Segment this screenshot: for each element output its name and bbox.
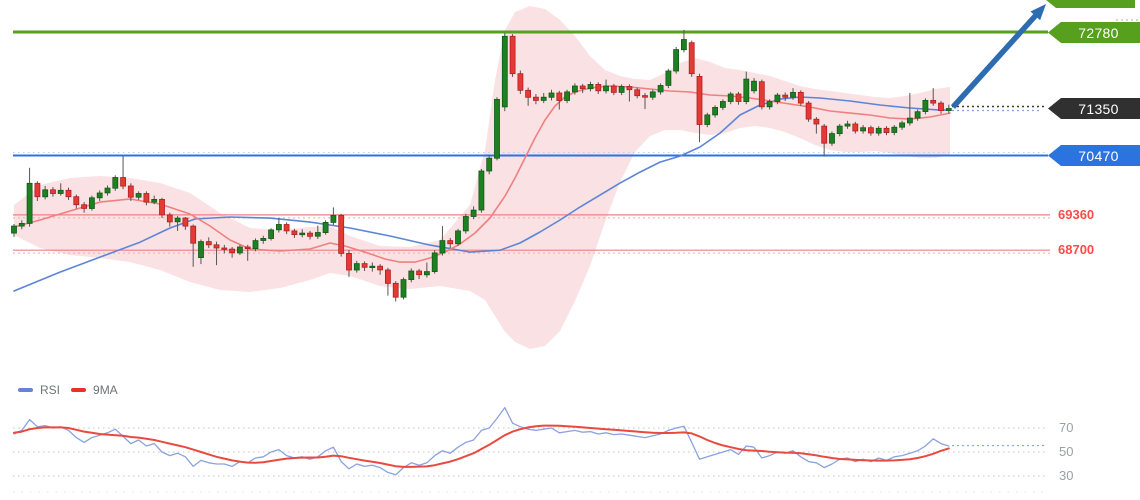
rsi-tick-70: 70 [1059,420,1074,435]
price-leader-dotted [952,19,1140,112]
legend-item-rsi: RSI [18,383,60,397]
price-tag-72780-label: 72780 [1078,24,1119,41]
price-level-lines [13,30,1050,254]
ma-line-dash-icon [71,388,87,392]
ma-slow-line [13,96,951,292]
legend-item-9ma: 9MA [71,383,118,397]
level-label-68700: 68700 [1058,242,1095,257]
rsi-line [13,406,950,476]
candles [11,29,952,302]
rsi-tick-50: 50 [1059,444,1074,459]
ma-fast-line [13,85,951,263]
price-tag-72780: 72780 [1048,22,1140,43]
price-tag-71350-label: 71350 [1078,100,1119,117]
price-tag-70470: 70470 [1048,145,1140,166]
target-price-tag-partial [1043,0,1135,8]
trend-arrow [950,4,1046,109]
legend-rsi-label: RSI [40,383,61,397]
rsi-ma-line [13,424,950,468]
legend-9ma-label: 9MA [93,383,118,397]
level-label-69360: 69360 [1058,207,1095,222]
price-tag-current-71350: 71350 [1048,98,1140,119]
price-tag-70470-label: 70470 [1078,147,1119,164]
rsi-legend: RSI 9MA [18,383,118,397]
rsi-line-dash-icon [18,388,33,392]
rsi-tick-30: 30 [1059,468,1074,483]
